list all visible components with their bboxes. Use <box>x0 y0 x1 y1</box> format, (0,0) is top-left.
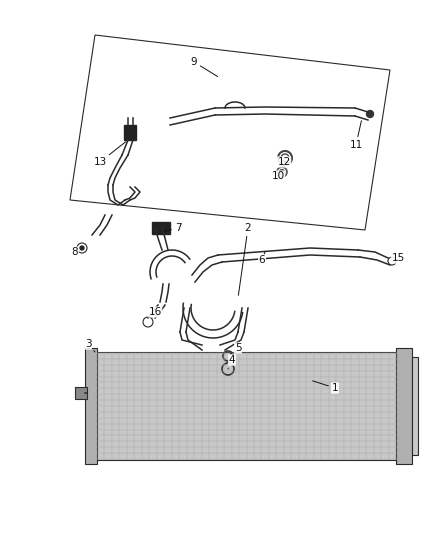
Text: 1: 1 <box>313 381 338 393</box>
Text: 15: 15 <box>392 253 405 263</box>
Text: 10: 10 <box>272 171 285 181</box>
Bar <box>85 348 97 464</box>
Text: 13: 13 <box>93 142 126 167</box>
Bar <box>412 357 418 455</box>
Circle shape <box>279 169 285 174</box>
Bar <box>95 352 398 460</box>
Text: 8: 8 <box>72 247 82 257</box>
Text: 6: 6 <box>259 252 265 265</box>
Text: 12: 12 <box>277 157 291 167</box>
Bar <box>124 125 136 140</box>
Circle shape <box>367 110 374 117</box>
Bar <box>396 348 412 464</box>
Text: 3: 3 <box>85 339 95 352</box>
Circle shape <box>80 246 84 250</box>
Text: 4: 4 <box>228 355 235 369</box>
Text: 5: 5 <box>230 343 241 354</box>
Text: 9: 9 <box>191 57 218 77</box>
Bar <box>75 387 87 399</box>
Text: 7: 7 <box>165 223 181 233</box>
Bar <box>152 222 170 234</box>
Text: 2: 2 <box>238 223 251 295</box>
Text: 11: 11 <box>350 120 363 150</box>
Text: 16: 16 <box>148 307 162 318</box>
